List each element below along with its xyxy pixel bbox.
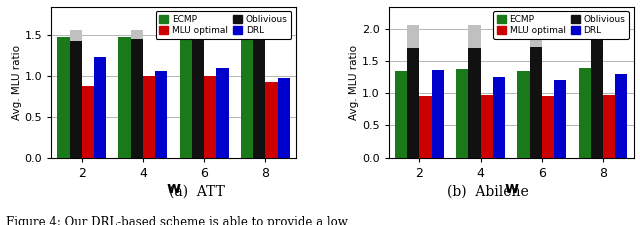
Bar — [253, 35, 266, 158]
X-axis label: w: w — [166, 181, 180, 196]
Bar — [432, 70, 444, 158]
Bar — [468, 48, 481, 158]
Bar — [456, 69, 468, 158]
Bar — [407, 25, 419, 48]
Legend: ECMP, MLU optimal, Oblivious, DRL: ECMP, MLU optimal, Oblivious, DRL — [493, 11, 629, 39]
Y-axis label: Avg. MLU ratio: Avg. MLU ratio — [349, 45, 359, 120]
Bar — [530, 25, 542, 47]
Text: (b)  Abilene: (b) Abilene — [447, 184, 529, 198]
Bar — [204, 76, 216, 158]
Bar — [591, 16, 603, 20]
Bar — [118, 37, 131, 157]
Text: (a)  ATT: (a) ATT — [169, 184, 225, 198]
Bar — [419, 96, 432, 158]
Bar — [131, 29, 143, 39]
Bar — [94, 57, 106, 158]
Bar — [143, 76, 156, 158]
Bar — [395, 71, 407, 158]
Bar — [554, 80, 566, 158]
Bar — [241, 21, 253, 157]
Bar — [407, 48, 419, 158]
Bar — [253, 29, 266, 35]
Bar — [603, 95, 615, 158]
Bar — [156, 71, 168, 158]
Bar — [58, 37, 70, 157]
Bar — [493, 77, 505, 158]
Bar — [82, 86, 94, 158]
Bar — [192, 29, 204, 38]
Bar — [278, 79, 290, 158]
X-axis label: w: w — [504, 181, 518, 196]
Legend: ECMP, MLU optimal, Oblivious, DRL: ECMP, MLU optimal, Oblivious, DRL — [156, 11, 291, 39]
Y-axis label: Avg. MLU ratio: Avg. MLU ratio — [12, 45, 22, 120]
Bar — [266, 82, 278, 158]
Bar — [542, 96, 554, 158]
Bar — [579, 68, 591, 158]
Bar — [131, 39, 143, 158]
Bar — [216, 68, 228, 158]
Bar — [70, 29, 82, 41]
Bar — [591, 20, 603, 158]
Bar — [468, 25, 481, 48]
Bar — [481, 95, 493, 158]
Bar — [517, 71, 530, 158]
Bar — [180, 35, 192, 158]
Bar — [615, 74, 627, 158]
Bar — [530, 47, 542, 158]
Bar — [192, 38, 204, 157]
Text: Figure 4: Our DRL-based scheme is able to provide a low: Figure 4: Our DRL-based scheme is able t… — [6, 216, 348, 225]
Bar — [70, 41, 82, 158]
